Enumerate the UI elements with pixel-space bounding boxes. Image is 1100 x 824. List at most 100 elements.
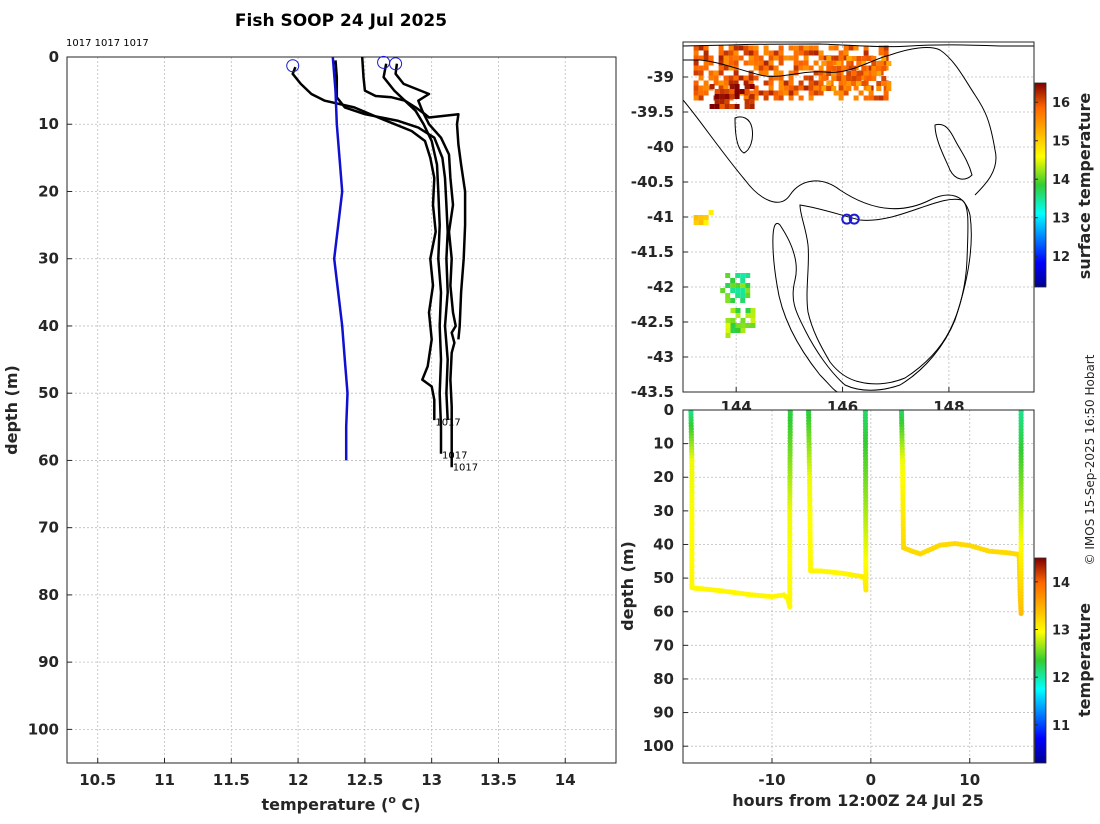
sst-pixel — [734, 94, 740, 99]
profile-x-tick-label: 11.5 — [213, 771, 250, 789]
sst-pixel — [725, 333, 731, 338]
sst-pixel — [740, 283, 746, 288]
sst-pixel — [818, 55, 824, 61]
sst-pixel — [863, 95, 869, 101]
sst-pixel — [730, 323, 736, 328]
sst-pixel — [813, 85, 819, 91]
sst-pixel — [730, 308, 736, 313]
sst-pixel — [778, 95, 784, 101]
sst-pixel — [698, 215, 704, 220]
sst-pixel — [753, 95, 759, 101]
map-lat-tick-label: -39 — [647, 68, 674, 86]
sst-pixel — [818, 75, 824, 81]
map-lat-tick-label: -42 — [647, 278, 674, 296]
sst-pixel — [753, 85, 759, 91]
sst-pixel — [758, 65, 764, 71]
sst-pixel — [883, 85, 889, 91]
profile-y-tick-label: 0 — [49, 48, 59, 66]
sst-pixel — [723, 75, 729, 81]
sst-pixel — [728, 50, 734, 56]
sst-pixel — [740, 288, 746, 293]
sst-pixel — [709, 84, 715, 89]
sst-pixel — [735, 283, 741, 288]
sst-pixel — [828, 45, 834, 51]
sst-pixel — [768, 85, 774, 91]
sst-pixel — [763, 70, 769, 76]
sst-pixel — [878, 45, 884, 51]
section-x-tick-label: -10 — [758, 771, 785, 789]
sst-pixel — [783, 80, 789, 86]
sst-pixel — [745, 323, 751, 328]
surface-marker-circle — [389, 57, 403, 71]
profile-gridlines — [67, 56, 616, 763]
profile-end-label: 1017 — [435, 417, 460, 428]
section-x-tick-label: 10 — [959, 771, 980, 789]
sst-pixel — [773, 70, 779, 76]
sst-pixel — [725, 298, 731, 303]
section-colorbar-tick-label: 14 — [1052, 576, 1070, 591]
sst-pixel — [808, 85, 814, 91]
credit-text: © IMOS 15-Sep-2025 16:50 Hobart — [1083, 354, 1097, 565]
sst-pixel — [821, 76, 827, 81]
sst-pixel — [735, 323, 741, 328]
section-colorbar-ticks: 11 12 13 14 — [1035, 576, 1070, 734]
sst-pixel — [748, 75, 754, 81]
sst-pixel — [735, 328, 741, 333]
northern-coast — [683, 42, 1034, 48]
sst-pixel — [836, 61, 842, 66]
sst-pixel — [768, 55, 774, 61]
sst-pixel — [883, 95, 889, 101]
sst-pixel — [750, 323, 756, 328]
sst-pixel — [724, 104, 730, 109]
sst-pixel — [768, 50, 774, 56]
sst-pixel — [753, 55, 759, 61]
sst-pixel — [836, 76, 842, 81]
sst-pixel — [718, 60, 724, 66]
sst-pixel — [856, 71, 862, 76]
sst-pixel — [693, 95, 699, 101]
section-y-tick-label: 40 — [653, 535, 674, 553]
sst-pixel — [729, 104, 735, 109]
sst-pixel — [753, 45, 759, 51]
sst-pixel — [883, 45, 889, 51]
sst-pixel — [723, 55, 729, 61]
sst-pixel — [873, 95, 879, 101]
sst-pixel — [818, 70, 824, 76]
profile-end-label: 1017 — [442, 450, 467, 461]
sst-pixel — [808, 50, 814, 56]
sst-pixel — [735, 288, 741, 293]
sst-pixel — [714, 94, 720, 99]
sst-pixel — [813, 45, 819, 51]
sst-pixel — [693, 220, 699, 225]
profile-line — [382, 63, 443, 454]
sst-pixel — [753, 65, 759, 71]
sst-pixel — [788, 70, 794, 76]
sst-pixel — [871, 76, 877, 81]
profile-ids-header: 1017 1017 1017 — [66, 38, 149, 49]
sst-pixel — [803, 85, 809, 91]
sst-pixel — [725, 323, 731, 328]
sst-pixel — [788, 90, 794, 96]
sst-pixel — [818, 80, 824, 86]
mainland-contour — [683, 47, 997, 196]
sst-pixel — [838, 50, 844, 56]
sst-pixel — [868, 95, 874, 101]
sst-pixel — [768, 60, 774, 66]
sst-pixel — [838, 90, 844, 96]
sst-pixel — [808, 80, 814, 86]
sst-pixel — [833, 55, 839, 61]
sst-pixel — [868, 90, 874, 96]
sst-pixel — [773, 65, 779, 71]
sst-pixel — [826, 66, 832, 71]
sst-pixel — [718, 85, 724, 91]
profile-x-tick-label: 14 — [555, 771, 576, 789]
sst-pixel — [753, 50, 759, 56]
map-colorbar-tick-label: 12 — [1052, 250, 1070, 265]
sst-pixel — [831, 86, 837, 91]
sst-pixel — [841, 66, 847, 71]
sst-pixel — [798, 85, 804, 91]
sst-pixel — [730, 328, 736, 333]
sst-pixel — [758, 60, 764, 66]
section-colorbar-tick-label: 13 — [1052, 624, 1070, 639]
sst-pixel — [793, 70, 799, 76]
